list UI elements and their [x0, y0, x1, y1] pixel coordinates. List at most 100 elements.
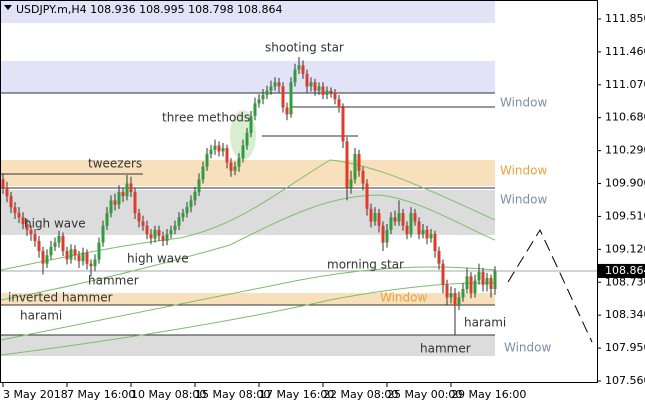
candle-body [225, 148, 229, 163]
candle-body [229, 162, 233, 171]
candle-body [397, 213, 401, 222]
candle-body [197, 179, 201, 192]
candle-body [245, 132, 249, 146]
candle-body [381, 225, 385, 243]
candle-body [265, 90, 269, 95]
candle-body [285, 107, 289, 115]
candle-body [101, 225, 105, 243]
candle-body [293, 69, 297, 83]
candle-body [45, 255, 49, 264]
annotation: Window [500, 96, 548, 110]
candle-body [373, 213, 377, 222]
y-tick-label: 111.850 [605, 12, 645, 25]
candle-body [41, 251, 45, 264]
candle-body [333, 92, 337, 100]
annotation: Window [500, 193, 548, 207]
annotation: hammer [88, 274, 139, 288]
price-tag [598, 263, 645, 278]
candle-body [305, 73, 309, 87]
candle-body [257, 99, 261, 104]
projection [507, 228, 593, 343]
y-tick-label: 109.900 [605, 177, 645, 190]
candle-body [353, 153, 357, 180]
zone [1, 335, 495, 356]
candle-body [409, 213, 413, 235]
candle-body [469, 276, 473, 294]
x-tick-label: 17 May 16:00 [259, 388, 334, 401]
candle-body [169, 229, 173, 235]
candle-body [69, 249, 73, 260]
candle-body [157, 229, 161, 236]
frame [0, 0, 598, 383]
candle-body [141, 221, 145, 226]
candle-body [437, 251, 441, 264]
candle-body [317, 86, 321, 91]
candle-body [277, 82, 281, 87]
candle-body [153, 229, 157, 239]
y-tick-label: 108.340 [605, 308, 645, 321]
candle-body [77, 255, 81, 262]
zone [1, 0, 495, 23]
candle-body [349, 179, 353, 188]
candle-body [105, 213, 109, 226]
annotation: high wave [127, 252, 189, 266]
candle-body [109, 200, 113, 214]
candle-body [253, 103, 257, 117]
annotation: inverted hammer [8, 291, 113, 305]
candle-body [377, 213, 381, 226]
candle-body [189, 200, 193, 208]
plot [1, 56, 497, 336]
candle-body [393, 217, 397, 222]
candle-body [53, 242, 57, 247]
y-tick-label: 111.460 [605, 45, 645, 58]
candle-body [137, 213, 141, 222]
candle-body [129, 183, 133, 192]
candle-body [461, 289, 465, 298]
candle-body [237, 158, 241, 167]
candle-body [301, 65, 305, 74]
zone [1, 160, 495, 186]
candle-body [177, 217, 181, 226]
candle-body [485, 278, 489, 285]
candle-body [357, 153, 361, 171]
candle-body [385, 229, 389, 243]
x-tick-label: 7 May 16:00 [67, 388, 135, 401]
annotation: morning star [327, 258, 404, 272]
candle-body [365, 183, 369, 209]
candle-body [429, 234, 433, 239]
candle-body [173, 225, 177, 230]
candle-body [73, 249, 77, 256]
candle-body [213, 145, 217, 150]
zone [1, 61, 495, 93]
candle-body [297, 65, 301, 70]
candle-body [61, 235, 65, 252]
candle-body [325, 90, 329, 95]
annotation: hammer [420, 342, 471, 356]
zone [1, 293, 495, 305]
candle-body [165, 234, 169, 241]
candle-body [17, 213, 21, 218]
candle-body [441, 263, 445, 285]
candle-body [269, 86, 273, 91]
y-tick-label: 110.680 [605, 111, 645, 124]
candle-body [425, 229, 429, 239]
candle-body [133, 191, 137, 214]
candle-body [49, 246, 53, 256]
candle-body [201, 166, 205, 180]
candle-body [413, 213, 417, 222]
y-tick-label: 109.510 [605, 209, 645, 222]
candle-body [57, 235, 61, 243]
candle-body [389, 217, 393, 230]
annotation: shooting star [265, 41, 344, 55]
annotation: harami [20, 309, 62, 323]
candle-body [21, 217, 25, 225]
candle-body [405, 225, 409, 235]
menu-arrow[interactable] [4, 5, 12, 10]
candle-body [473, 280, 477, 294]
candle-body [97, 242, 101, 260]
candle-body [241, 145, 245, 159]
candle-body [417, 221, 421, 235]
candle-body [193, 191, 197, 201]
annotation: harami [464, 316, 506, 330]
candle-body [161, 235, 165, 241]
